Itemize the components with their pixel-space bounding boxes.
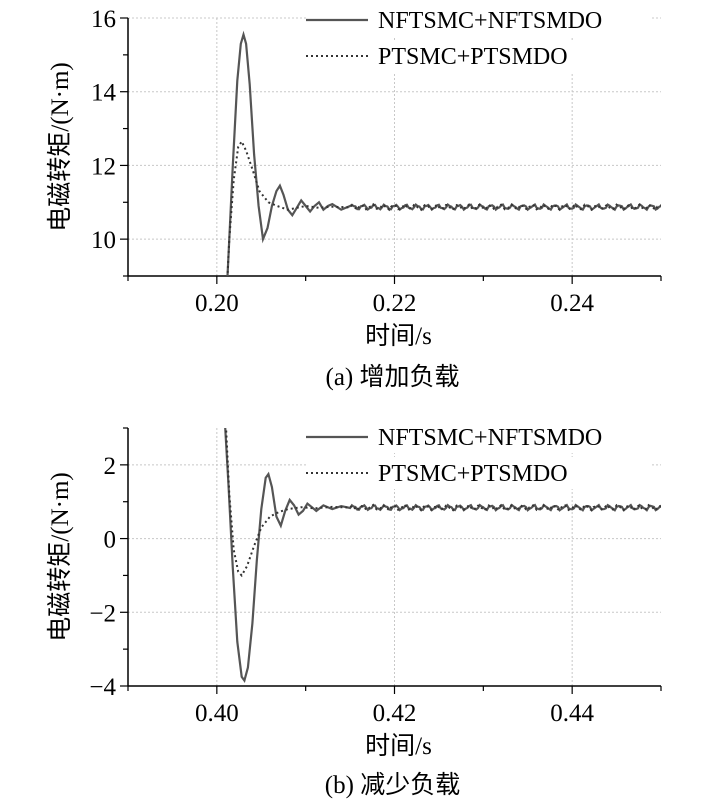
series-line-1: [226, 139, 661, 276]
y-tick-label: −2: [89, 600, 116, 627]
y-tick-label: −4: [89, 674, 116, 701]
legend-background: [306, 457, 650, 489]
legend: NFTSMC+NFTSMDO PTSMC+PTSMDO: [306, 4, 650, 72]
y-tick-label: 0: [104, 527, 117, 554]
x-tick-label: 0.40: [195, 700, 239, 727]
chart-panel-a: 0.20 0.22 0.24 10 12 14 16 时间/s 电磁转矩/(N·m) (a) 增加…: [46, 4, 662, 391]
series-line-0: [226, 30, 661, 276]
chart-panel-b: 0.40 0.42 0.44 −4 −2 0 2 时间/s 电磁转矩/(N·m) (b) 减少负载…: [46, 421, 662, 799]
y-tick-label: 10: [91, 227, 116, 254]
x-tick-label: 0.42: [373, 700, 417, 727]
x-tick-label: 0.22: [373, 290, 417, 317]
x-tick-label: 0.20: [195, 290, 239, 317]
x-tick-label: 0.24: [550, 290, 594, 317]
y-tick-label: 16: [91, 6, 116, 33]
y-axis-label: 电磁转矩/(N·m): [46, 472, 74, 641]
y-axis-label: 电磁转矩/(N·m): [46, 62, 74, 231]
legend-label-1: PTSMC+PTSMDO: [378, 461, 568, 487]
x-tick-label: 0.44: [550, 700, 594, 727]
y-tick-label: 14: [91, 80, 117, 107]
legend: NFTSMC+NFTSMDO PTSMC+PTSMDO: [306, 421, 650, 489]
y-tick-label: 2: [104, 453, 117, 480]
chart-caption: (b) 减少负载: [325, 771, 460, 799]
series-line-1: [225, 428, 661, 578]
y-tick-label: 12: [91, 153, 116, 180]
legend-label-0: NFTSMC+NFTSMDO: [378, 425, 602, 451]
legend-label-1: PTSMC+PTSMDO: [378, 44, 568, 70]
legend-label-0: NFTSMC+NFTSMDO: [378, 8, 602, 34]
legend-background: [306, 40, 650, 72]
chart-caption: (a) 增加负载: [326, 363, 460, 391]
x-axis-label: 时间/s: [365, 322, 432, 350]
x-axis-label: 时间/s: [365, 732, 432, 760]
